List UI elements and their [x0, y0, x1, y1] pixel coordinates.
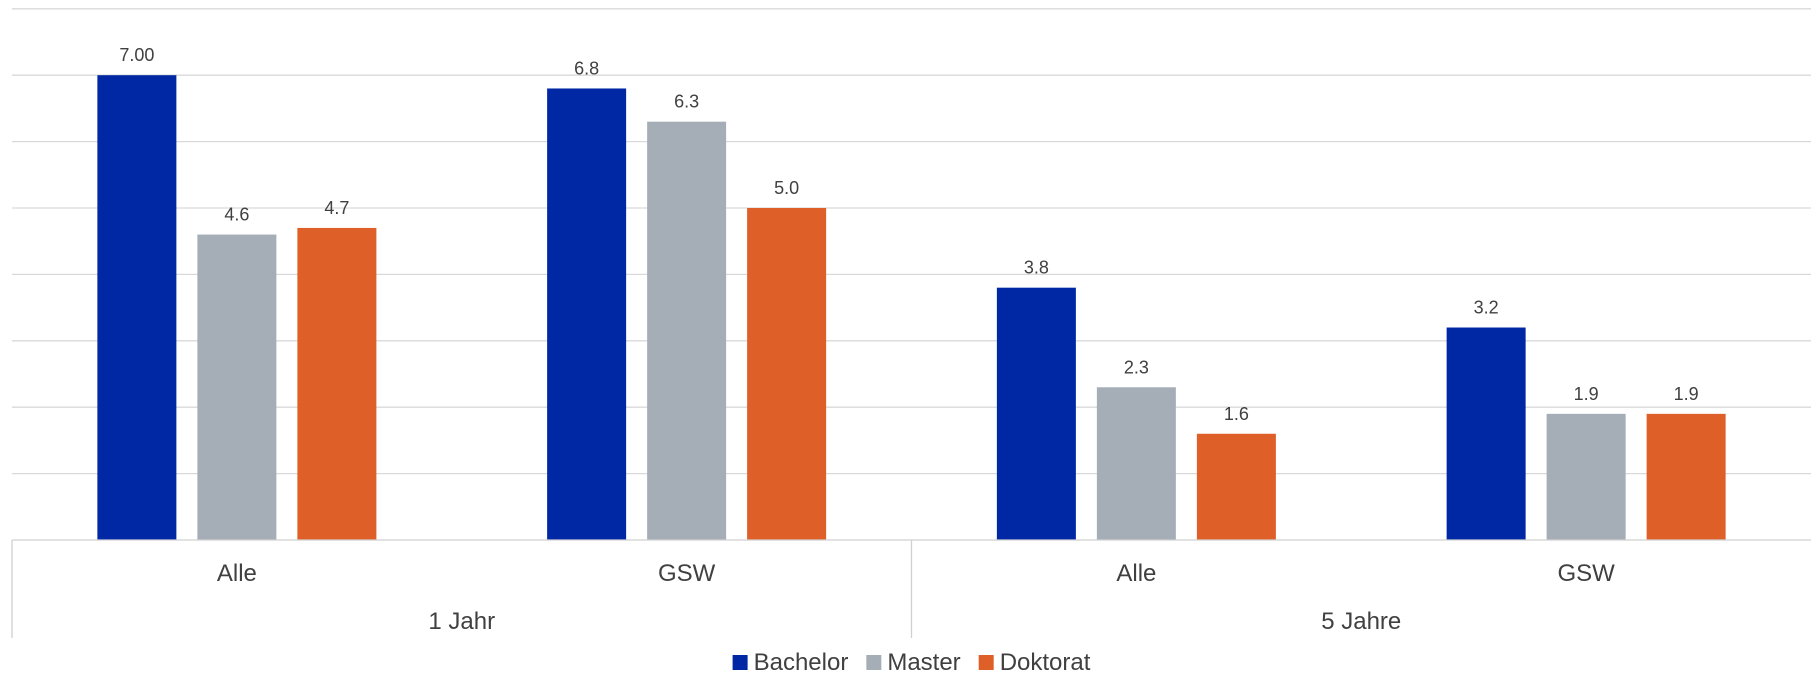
bar-master-2 [1096, 387, 1176, 540]
bar-doktorat-2 [1196, 433, 1276, 540]
bar-bachelor-1 [547, 88, 627, 540]
bar-bachelor-3 [1446, 327, 1526, 540]
data-label: 2.3 [1124, 357, 1149, 377]
bar-bachelor-2 [996, 287, 1076, 540]
legend-label: Bachelor [754, 649, 849, 676]
legend: Bachelor Master Doktorat [732, 649, 1091, 676]
data-label: 6.3 [674, 92, 699, 112]
data-labels: 7.00 6.8 3.8 3.2 4.6 6.3 2.3 1.9 4.7 5.0 1.6 1.9 [119, 45, 1698, 424]
legend-item-doktorat: Doktorat [978, 649, 1091, 676]
legend-item-master: Master [866, 649, 961, 676]
bar-doktorat-0 [297, 227, 377, 541]
data-label: 3.8 [1024, 258, 1049, 278]
data-label: 7.00 [119, 45, 154, 65]
bar-doktorat-1 [747, 208, 827, 540]
legend-label: Doktorat [1000, 649, 1091, 676]
category-label: GSW [1557, 560, 1615, 587]
category-axis: Alle GSW Alle GSW 1 Jahr 5 Jahre [11, 539, 1811, 638]
group-label: 5 Jahre [1321, 608, 1401, 635]
legend-swatch [866, 655, 882, 670]
legend-swatch [732, 655, 748, 670]
category-label: Alle [217, 560, 257, 587]
legend-swatch [978, 655, 994, 670]
legend-label: Master [887, 649, 960, 676]
data-label: 4.6 [224, 205, 249, 225]
data-label: 1.9 [1674, 384, 1699, 404]
data-label: 5.0 [774, 178, 799, 198]
bar-doktorat-3 [1646, 413, 1726, 540]
bar-master-3 [1546, 413, 1626, 540]
data-label: 3.2 [1474, 298, 1499, 318]
legend-item-bachelor: Bachelor [732, 649, 849, 676]
data-label: 1.6 [1224, 404, 1249, 424]
bar-master-1 [647, 121, 727, 541]
data-label: 6.8 [574, 58, 599, 78]
data-label: 1.9 [1574, 384, 1599, 404]
group-label: 1 Jahr [428, 608, 495, 635]
bars [97, 75, 1726, 541]
bar-master-0 [197, 234, 277, 540]
category-label: Alle [1116, 560, 1156, 587]
data-label: 4.7 [324, 198, 349, 218]
bar-bachelor-0 [97, 75, 177, 540]
category-label: GSW [658, 560, 716, 587]
gridlines [12, 8, 1811, 475]
